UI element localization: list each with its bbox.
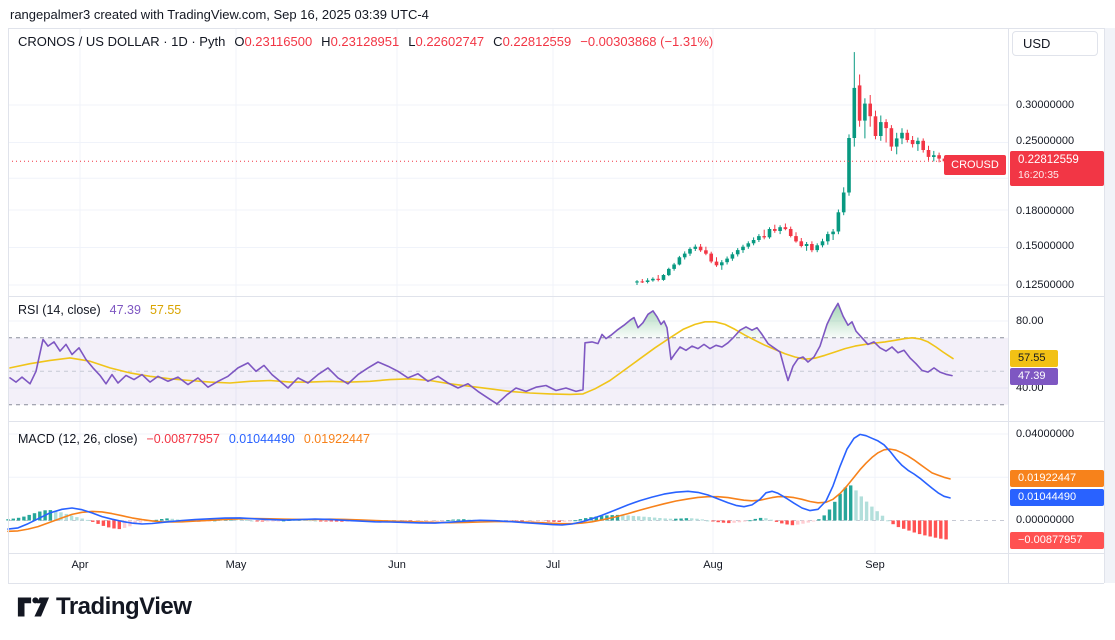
pane-divider-rsi[interactable] xyxy=(8,296,1104,297)
macd-signal-badge: 0.01922447 xyxy=(1010,470,1104,487)
ohlc-low: L0.22602747 xyxy=(408,34,485,49)
currency-button[interactable]: USD xyxy=(1012,31,1098,56)
symbol-legend: CRONOS / US DOLLAR · 1D · Pyth O0.231165… xyxy=(18,34,713,49)
symbol-price-label: CROUSD xyxy=(944,155,1006,175)
time-axis-label-may: May xyxy=(225,559,247,571)
last-price-value: 0.22812559 xyxy=(1018,154,1079,166)
macd-legend: MACD (12, 26, close) −0.00877957 0.01044… xyxy=(18,432,370,446)
rsi-ma-badge: 57.55 xyxy=(1010,350,1058,367)
last-price-time: 16:20:35 xyxy=(1018,169,1059,181)
chart-frame-left xyxy=(8,28,9,583)
rsi-legend: RSI (14, close) 47.39 57.55 xyxy=(18,303,181,317)
rsi-value: 47.39 xyxy=(109,303,141,317)
rsi-tick-80: 80.00 xyxy=(1016,315,1044,327)
time-axis-label-apr: Apr xyxy=(71,559,89,571)
symbol-title[interactable]: CRONOS / US DOLLAR · 1D · Pyth xyxy=(18,34,226,49)
macd-title[interactable]: MACD (12, 26, close) xyxy=(18,432,138,446)
ohlc-open: O0.23116500 xyxy=(234,34,313,49)
price-axis-separator xyxy=(1008,28,1009,583)
scrollbar-track[interactable] xyxy=(1104,28,1115,583)
chart-frame-top xyxy=(8,28,1104,29)
price-tick-030: 0.30000000 xyxy=(1016,99,1075,111)
macd-signal-value: 0.01922447 xyxy=(303,432,370,446)
last-price-badge: 0.22812559 16:20:35 xyxy=(1010,151,1104,186)
change-value: −0.00303868 (−1.31%) xyxy=(580,34,714,49)
pane-divider-macd[interactable] xyxy=(8,421,1104,422)
time-axis-label-sep: Sep xyxy=(865,559,885,571)
time-axis-label-aug: Aug xyxy=(703,559,723,571)
tradingview-logo-icon xyxy=(17,597,50,617)
ohlc-close: C0.22812559 xyxy=(493,34,572,49)
macd-line-value: 0.01044490 xyxy=(228,432,295,446)
time-axis-label-jul: Jul xyxy=(545,559,561,571)
time-axis-label-jun: Jun xyxy=(388,559,406,571)
tradingview-logo[interactable]: TradingView xyxy=(16,592,192,622)
macd-hist-value: −0.00877957 xyxy=(146,432,220,446)
tradingview-logo-text: TradingView xyxy=(56,593,192,620)
rsi-badge: 47.39 xyxy=(1010,368,1058,385)
chart-frame-bottom xyxy=(8,583,1104,584)
price-tick-015: 0.15000000 xyxy=(1016,240,1075,252)
time-axis-divider xyxy=(8,553,1104,554)
rsi-tick-40: 40.00 xyxy=(1016,382,1044,394)
rsi-ma-value: 57.55 xyxy=(149,303,182,317)
price-tick-0125: 0.12500000 xyxy=(1016,279,1075,291)
price-tick-018: 0.18000000 xyxy=(1016,205,1075,217)
macd-hist-badge: −0.00877957 xyxy=(1010,532,1104,549)
ohlc-high: H0.23128951 xyxy=(321,34,400,49)
macd-tick-000: 0.00000000 xyxy=(1016,514,1075,526)
attribution-text: rangepalmer3 created with TradingView.co… xyxy=(10,7,429,22)
macd-tick-004: 0.04000000 xyxy=(1016,428,1075,440)
price-tick-025: 0.25000000 xyxy=(1016,135,1075,147)
macd-line-badge: 0.01044490 xyxy=(1010,489,1104,506)
rsi-title[interactable]: RSI (14, close) xyxy=(18,303,101,317)
